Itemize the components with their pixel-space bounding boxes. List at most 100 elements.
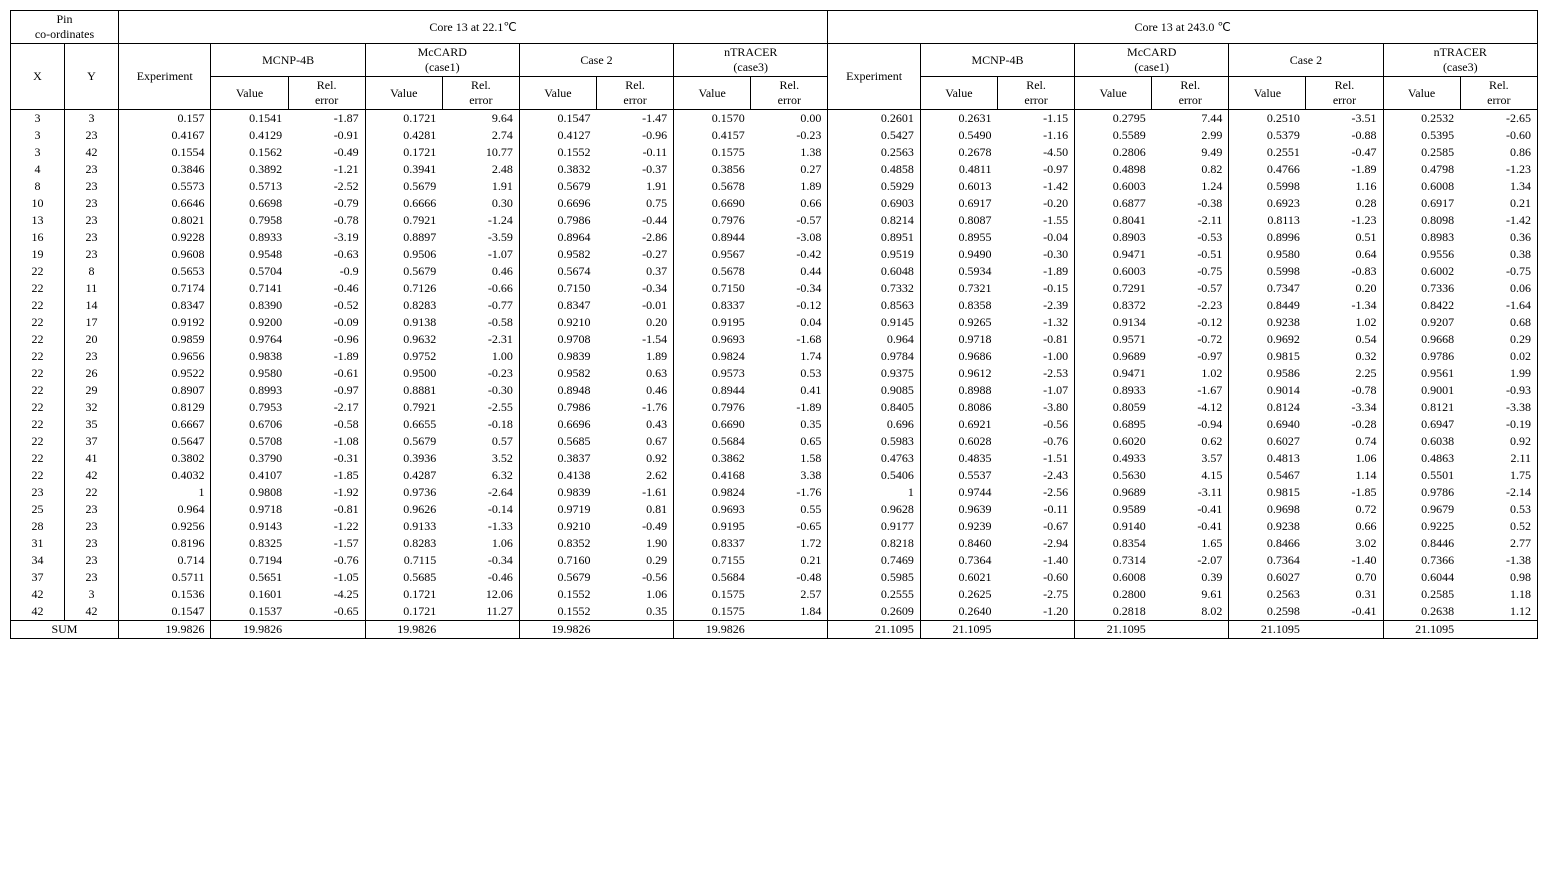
table-cell: 0.9001 (1383, 382, 1460, 399)
table-cell: 12.06 (442, 586, 519, 603)
table-cell: 0.8466 (1229, 535, 1306, 552)
table-cell: 0.8129 (118, 399, 211, 416)
table-cell: 0.41 (751, 382, 828, 399)
table-cell: 37 (64, 433, 118, 450)
table-cell: 0.7347 (1229, 280, 1306, 297)
table-cell: 0.9626 (365, 501, 442, 518)
table-cell: 0.8358 (920, 297, 997, 314)
table-cell: -0.91 (288, 127, 365, 144)
table-row: 22200.98590.9764-0.960.9632-2.310.9708-1… (11, 331, 1538, 348)
header-value: Value (211, 77, 288, 110)
table-cell: 0.9708 (519, 331, 596, 348)
table-cell: 0.7364 (920, 552, 997, 569)
table-cell: 0.66 (1306, 518, 1383, 535)
table-cell: 1 (118, 484, 211, 501)
table-row: 22290.89070.8993-0.970.8881-0.300.89480.… (11, 382, 1538, 399)
table-cell: 0.54 (1306, 331, 1383, 348)
header-mccard1: McCARD(case1) (365, 44, 519, 77)
table-cell: 0.21 (1460, 195, 1537, 212)
table-cell: -0.37 (597, 161, 674, 178)
table-cell: -2.56 (997, 484, 1074, 501)
table-cell: 0.8405 (828, 399, 921, 416)
table-cell: 0.9752 (365, 348, 442, 365)
table-cell: -0.52 (288, 297, 365, 314)
table-cell: 0.8337 (674, 535, 751, 552)
table-cell: 0.6895 (1075, 416, 1152, 433)
table-cell: 1.58 (751, 450, 828, 467)
table-cell: 0.9686 (920, 348, 997, 365)
table-cell: 0.3802 (118, 450, 211, 467)
table-cell: 22 (11, 314, 65, 331)
table-cell: 0.8422 (1383, 297, 1460, 314)
table-cell: 9.64 (442, 110, 519, 128)
table-cell: 0.9471 (1075, 365, 1152, 382)
table-cell: -0.75 (1460, 263, 1537, 280)
table-cell: -0.56 (597, 569, 674, 586)
table-cell: -1.16 (997, 127, 1074, 144)
table-cell: 0.9548 (211, 246, 288, 263)
table-cell: -0.97 (997, 161, 1074, 178)
table-cell: 0.9693 (674, 501, 751, 518)
table-cell: 0.6917 (1383, 195, 1460, 212)
table-cell: 0.8337 (674, 297, 751, 314)
table-cell: 0.9192 (118, 314, 211, 331)
table-cell: 42 (64, 467, 118, 484)
table-cell: 0.8881 (365, 382, 442, 399)
header-rel: Rel.error (1152, 77, 1229, 110)
header-value: Value (519, 77, 596, 110)
table-cell: 0.9692 (1229, 331, 1306, 348)
table-cell: 0.9736 (365, 484, 442, 501)
table-cell: 0.7321 (920, 280, 997, 297)
table-cell: -1.07 (442, 246, 519, 263)
table-cell: 25 (11, 501, 65, 518)
table-cell: 0.5684 (674, 569, 751, 586)
table-cell: 23 (64, 212, 118, 229)
table-cell: -0.65 (751, 518, 828, 535)
sum-cell (1306, 621, 1383, 639)
header-value: Value (1229, 77, 1306, 110)
table-cell: 0.8903 (1075, 229, 1152, 246)
table-cell: 0.1721 (365, 144, 442, 161)
table-cell: -0.23 (751, 127, 828, 144)
table-cell: 0.9815 (1229, 484, 1306, 501)
sum-cell (997, 621, 1074, 639)
table-row: 42420.15470.1537-0.650.172111.270.15520.… (11, 603, 1538, 621)
table-cell: 0.4858 (828, 161, 921, 178)
table-cell: 0.9612 (920, 365, 997, 382)
table-cell: -1.55 (997, 212, 1074, 229)
table-cell: -3.51 (1306, 110, 1383, 128)
table-cell: 1.12 (1460, 603, 1537, 621)
table-cell: 22 (11, 348, 65, 365)
table-cell: 0.3892 (211, 161, 288, 178)
table-cell: 0.7150 (519, 280, 596, 297)
table-cell: -0.96 (597, 127, 674, 144)
table-cell: 37 (11, 569, 65, 586)
table-cell: 0.20 (597, 314, 674, 331)
table-cell: 0.1575 (674, 603, 751, 621)
header-value: Value (365, 77, 442, 110)
table-cell: 0.6690 (674, 416, 751, 433)
table-cell: 0.6008 (1075, 569, 1152, 586)
table-cell: 0.67 (597, 433, 674, 450)
table-cell: 0.36 (1460, 229, 1537, 246)
table-cell: 0.31 (1306, 586, 1383, 603)
table-cell: -0.41 (1152, 501, 1229, 518)
table-cell: 0.9085 (828, 382, 921, 399)
sum-cell (751, 621, 828, 639)
table-cell: 0.9859 (118, 331, 211, 348)
table-cell: -1.64 (1460, 297, 1537, 314)
table-cell: 0.9719 (519, 501, 596, 518)
table-cell: -0.27 (597, 246, 674, 263)
table-cell: 0.9225 (1383, 518, 1460, 535)
table-cell: 0.9519 (828, 246, 921, 263)
table-cell: 0.9656 (118, 348, 211, 365)
table-cell: 0.4898 (1075, 161, 1152, 178)
table-cell: 0.9195 (674, 314, 751, 331)
table-cell: 0.8993 (211, 382, 288, 399)
table-cell: 3 (64, 110, 118, 128)
table-cell: 0.9140 (1075, 518, 1152, 535)
table-cell: 0.5651 (211, 569, 288, 586)
table-cell: 0.6666 (365, 195, 442, 212)
table-body: 330.1570.1541-1.870.17219.640.1547-1.470… (11, 110, 1538, 639)
table-cell: 0.9718 (920, 331, 997, 348)
